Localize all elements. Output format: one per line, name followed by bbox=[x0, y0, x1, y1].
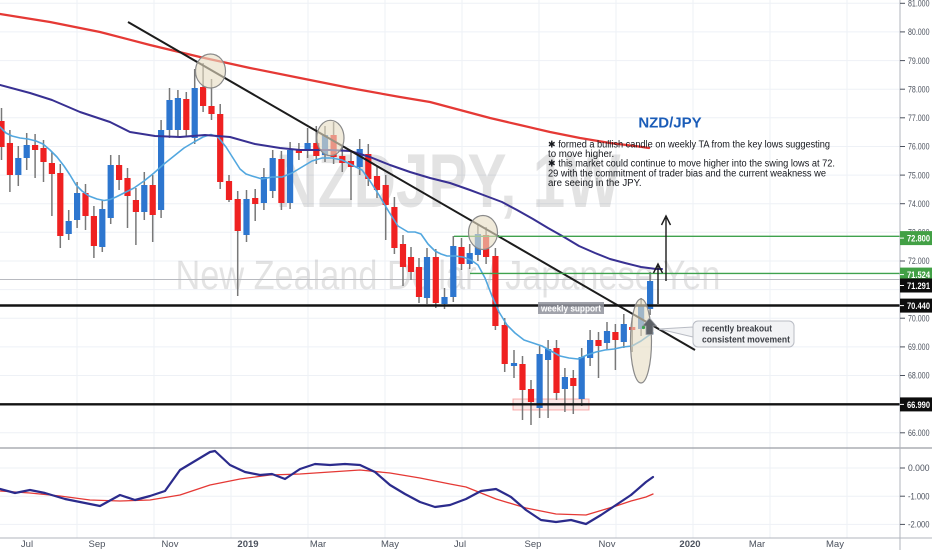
svg-text:69.000: 69.000 bbox=[908, 342, 930, 352]
svg-text:New Zealand Dollar / Japanese: New Zealand Dollar / Japanese Yen bbox=[176, 252, 721, 298]
svg-text:Sep: Sep bbox=[89, 539, 106, 550]
svg-text:recently breakout: recently breakout bbox=[702, 324, 773, 335]
svg-text:80.000: 80.000 bbox=[908, 27, 930, 37]
svg-text:72.800: 72.800 bbox=[907, 234, 930, 245]
svg-text:66.990: 66.990 bbox=[907, 400, 930, 411]
svg-text:Nov: Nov bbox=[162, 539, 179, 550]
svg-text:Mar: Mar bbox=[749, 539, 765, 550]
svg-text:78.000: 78.000 bbox=[908, 84, 930, 94]
svg-text:76.000: 76.000 bbox=[908, 142, 930, 152]
svg-text:-1.000: -1.000 bbox=[908, 491, 930, 501]
svg-text:✱ this market could continue t: ✱ this market could continue to move hig… bbox=[548, 159, 835, 170]
svg-text:2020: 2020 bbox=[679, 539, 700, 550]
svg-text:Sep: Sep bbox=[525, 539, 542, 550]
svg-text:Nov: Nov bbox=[599, 539, 616, 550]
svg-text:weekly support: weekly support bbox=[540, 304, 602, 315]
svg-text:29 with the commitment of trad: 29 with the commitment of trader bias an… bbox=[548, 168, 826, 179]
svg-text:May: May bbox=[381, 539, 399, 550]
svg-text:consistent movement: consistent movement bbox=[702, 335, 791, 346]
svg-text:81.000: 81.000 bbox=[908, 0, 930, 9]
svg-text:75.000: 75.000 bbox=[908, 170, 930, 180]
svg-text:68.000: 68.000 bbox=[908, 371, 930, 381]
svg-text:✱ formed a bullish candle on w: ✱ formed a bullish candle on weekly TA f… bbox=[548, 140, 830, 151]
svg-text:70.000: 70.000 bbox=[908, 313, 930, 323]
svg-text:66.000: 66.000 bbox=[908, 428, 930, 438]
svg-text:0.000: 0.000 bbox=[908, 463, 930, 473]
svg-text:71.291: 71.291 bbox=[907, 281, 931, 292]
svg-text:79.000: 79.000 bbox=[908, 56, 930, 66]
svg-text:Jul: Jul bbox=[21, 539, 33, 550]
svg-text:-2.000: -2.000 bbox=[908, 520, 930, 530]
svg-text:77.000: 77.000 bbox=[908, 113, 930, 123]
svg-text:74.000: 74.000 bbox=[908, 199, 930, 209]
svg-text:72.000: 72.000 bbox=[908, 256, 930, 266]
svg-text:Jul: Jul bbox=[454, 539, 466, 550]
svg-text:May: May bbox=[826, 539, 844, 550]
svg-text:Mar: Mar bbox=[310, 539, 326, 550]
svg-text:70.440: 70.440 bbox=[907, 301, 930, 312]
svg-text:are seeing in the JPY.: are seeing in the JPY. bbox=[548, 178, 642, 189]
svg-text:to move higher.: to move higher. bbox=[548, 149, 614, 160]
svg-text:NZD/JPY: NZD/JPY bbox=[638, 115, 701, 132]
svg-text:2019: 2019 bbox=[237, 539, 258, 550]
svg-text:71.524: 71.524 bbox=[907, 270, 931, 281]
